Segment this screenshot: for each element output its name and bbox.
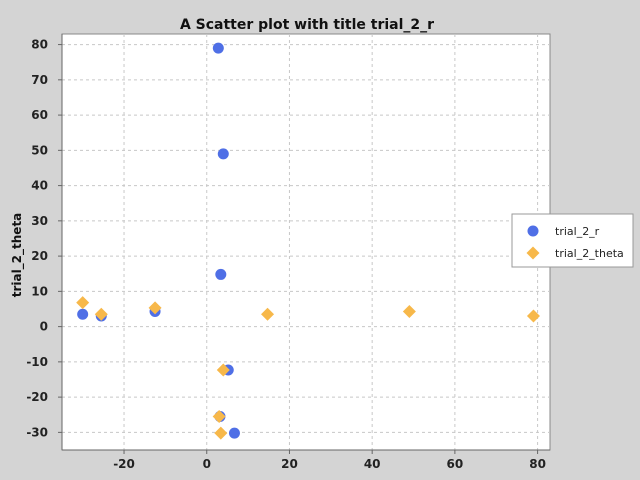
legend-label-trial_2_theta: trial_2_theta [555,247,624,260]
legend-label-trial_2_r: trial_2_r [555,225,600,238]
y-tick-label: 0 [40,320,48,334]
y-tick-label: 50 [31,143,48,157]
trial_2_theta-point [402,304,416,318]
y-tick-label: -20 [26,390,48,404]
data-points [76,42,540,440]
trial_2_r-point [217,148,229,160]
x-tick-label: 20 [281,457,298,471]
y-tick-label: 20 [31,249,48,263]
x-tick-label: 40 [364,457,381,471]
trial_2_r-point [228,427,240,439]
trial_2_theta-point [76,296,90,310]
trial_2_theta-point [212,410,226,424]
y-tick-label: 60 [31,108,48,122]
trial_2_theta-point [94,307,108,321]
y-tick-label: 30 [31,214,48,228]
y-tick-label: -30 [26,425,48,439]
y-tick-label: -10 [26,355,48,369]
trial_2_theta-point [216,363,230,377]
trial_2_r-point [77,308,89,320]
chart-title: A Scatter plot with title trial_2_r [180,17,434,33]
axes: -20 0 20 40 60 80 -30 -20 -10 0 10 20 30 40 50 60 70 80 [26,34,550,471]
x-tick-label: 60 [447,457,464,471]
trial_2_r-point [215,268,227,280]
y-axis-label: trial_2_theta [10,213,25,298]
y-tick-label: 40 [31,179,48,193]
legend-marker-trial_2_theta [526,246,540,260]
trial_2_theta-point [526,309,540,323]
trial_2_theta-point [261,307,275,321]
y-tick-label: 80 [31,38,48,52]
x-tick-label: 0 [203,457,211,471]
x-tick-label: 80 [529,457,546,471]
legend: trial_2_r trial_2_theta [511,213,634,268]
trial_2_theta-point [214,426,228,440]
trial_2_theta-point [148,301,162,315]
y-tick-label: 70 [31,73,48,87]
plot-area [61,33,551,451]
y-tick-label: 10 [31,284,48,298]
legend-marker-trial_2_r [527,225,539,237]
x-tick-label: -20 [113,457,135,471]
trial_2_r-point [212,42,224,54]
